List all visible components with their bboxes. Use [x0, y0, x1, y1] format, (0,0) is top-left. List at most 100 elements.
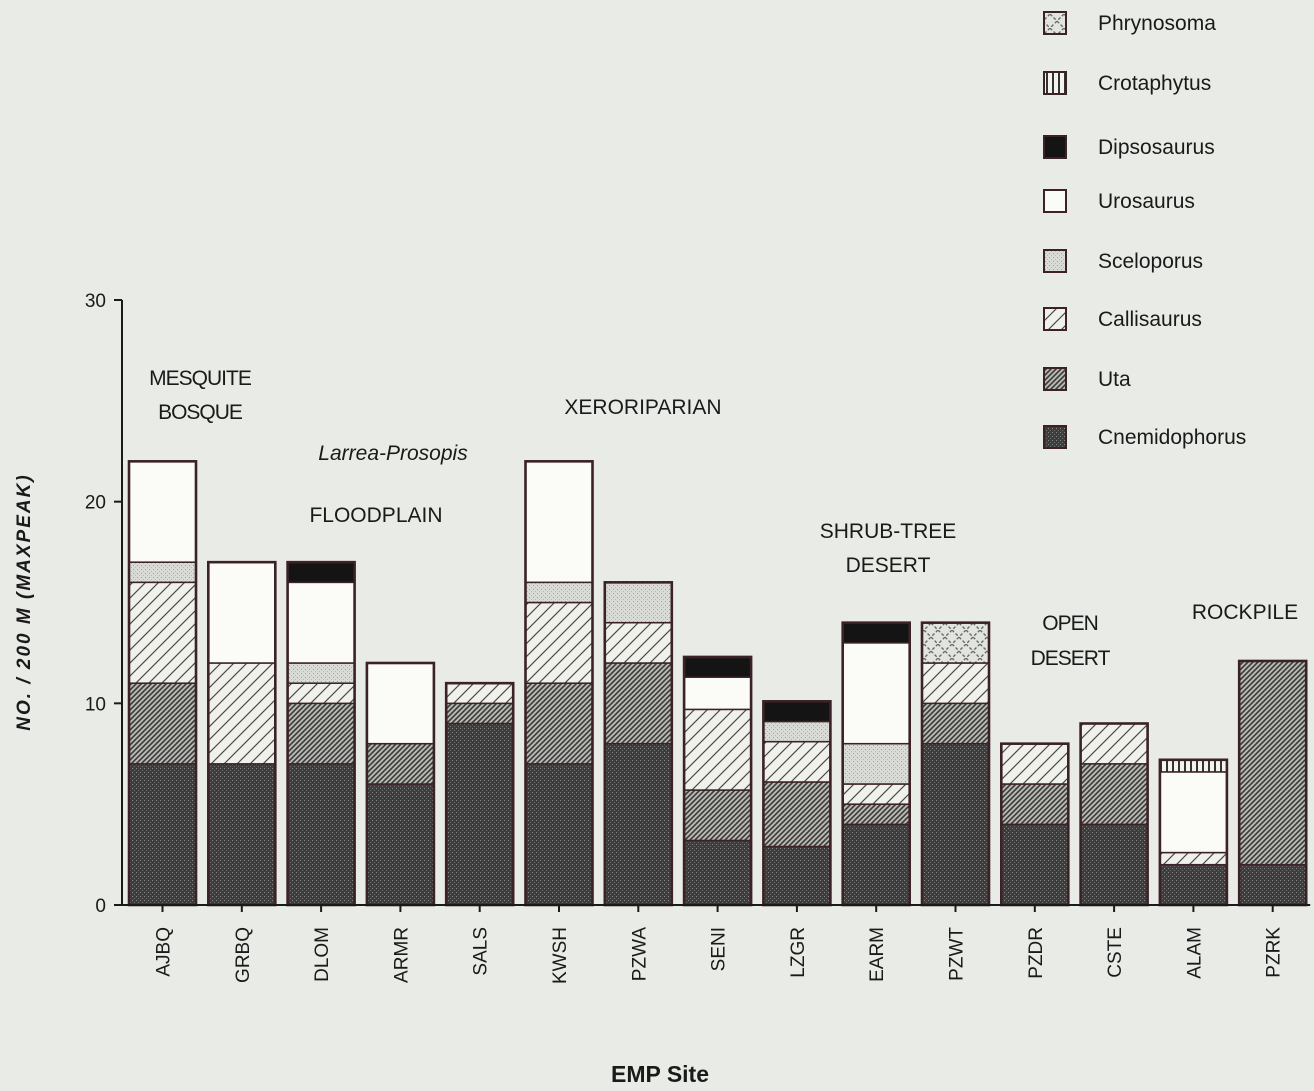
annotation-xeroriparian: XERORIPARIAN [564, 396, 721, 419]
segment-ajbq-callisaurus [128, 581, 197, 684]
legend-label-uta: Uta [1098, 368, 1131, 391]
segment-ajbq-sceloporus [128, 561, 197, 584]
x-axis-label: EMP Site [611, 1061, 709, 1087]
segment-dlom-callisaurus [286, 682, 356, 705]
legend-label-sceloporus: Sceloporus [1098, 250, 1203, 273]
annotation-line-shrub-tree: SHRUB-TREE [820, 520, 957, 543]
category-label-pzwt: PZWT [947, 927, 968, 981]
segment-pzdr-uta [1000, 783, 1070, 826]
segment-seni-urosaurus [683, 676, 752, 711]
legend-swatch-urosaurus [1043, 189, 1067, 213]
segment-ajbq-urosaurus [128, 460, 197, 563]
segment-lzgr-sceloporus [762, 720, 832, 743]
bar-pzwt [920, 621, 991, 907]
bar-pzdr [999, 742, 1070, 907]
segment-lzgr-callisaurus [762, 740, 832, 783]
segment-dlom-dipsosaurus [286, 561, 356, 584]
segment-pzwa-sceloporus [604, 581, 673, 624]
bars: AJBQ GRBQ DLOM ARMR SALS KWSH PZWA SENI LZGR EARM… [127, 460, 1308, 984]
legend-swatch-sceloporus [1043, 249, 1067, 273]
category-label-armr: ARMR [391, 927, 412, 983]
y-axis-label: NO. / 200 M (MAXPEAK) [14, 473, 35, 730]
segment-kwsh-cnemidophorus [524, 763, 594, 906]
annotation-line-floodplain: FLOODPLAIN [309, 504, 442, 527]
legend: Phrynosoma Crotaphytus Dipsosaurus Urosauru… [1043, 11, 1246, 449]
legend-label-dipsosaurus: Dipsosaurus [1098, 136, 1215, 159]
legend-item-uta: Uta [1043, 367, 1131, 391]
category-label-pzdr: PZDR [1026, 927, 1047, 979]
segment-alam-cnemidophorus [1159, 863, 1228, 906]
bar-lzgr [762, 700, 832, 907]
segment-pzrk-uta [1238, 660, 1307, 866]
y-tick-label-0: 0 [95, 896, 106, 917]
category-label-sals: SALS [471, 927, 492, 976]
segment-earm-urosaurus [841, 642, 911, 745]
segment-lzgr-uta [762, 781, 832, 848]
annotation-rockpile: ROCKPILE [1192, 601, 1298, 624]
habitat-annotations: MESQUITE BOSQUE Larrea-Prosopis FLOODPLAIN X… [149, 367, 1298, 670]
segment-ajbq-uta [128, 682, 197, 765]
segment-grbq-urosaurus [207, 561, 277, 664]
segment-armr-cnemidophorus [366, 783, 435, 906]
legend-swatch-phrynosoma [1043, 11, 1067, 35]
segment-dlom-urosaurus [286, 581, 356, 664]
segment-seni-callisaurus [683, 708, 752, 791]
segment-seni-cnemidophorus [683, 839, 752, 906]
segment-dlom-uta [286, 702, 356, 765]
segment-sals-cnemidophorus [445, 722, 514, 906]
bar-alam [1158, 758, 1229, 907]
legend-label-crotaphytus: Crotaphytus [1098, 72, 1211, 95]
legend-label-urosaurus: Urosaurus [1098, 190, 1195, 213]
segment-grbq-callisaurus [207, 662, 277, 765]
annotation-floodplain: FLOODPLAIN [309, 504, 442, 527]
category-label-kwsh: KWSH [550, 927, 571, 984]
segment-kwsh-uta [524, 682, 594, 765]
segment-earm-callisaurus [841, 783, 911, 805]
bar-kwsh [524, 460, 594, 907]
segment-pzwt-callisaurus [921, 662, 990, 705]
segment-pzwa-cnemidophorus [604, 742, 673, 906]
segment-kwsh-sceloporus [524, 581, 594, 604]
segment-pzwt-phrynosoma [921, 621, 990, 664]
category-label-seni: SENI [709, 927, 730, 971]
segment-armr-uta [366, 742, 435, 785]
segment-kwsh-urosaurus [524, 460, 594, 584]
segment-pzdr-cnemidophorus [1000, 823, 1070, 906]
segment-cste-cnemidophorus [1079, 823, 1149, 906]
segment-pzrk-cnemidophorus [1238, 863, 1307, 906]
annotation-shrub-tree-desert: SHRUB-TREE DESERT [820, 520, 957, 577]
segment-seni-dipsosaurus [683, 656, 752, 678]
bar-seni [682, 655, 753, 907]
category-label-alam: ALAM [1184, 927, 1205, 979]
annotation-open-desert: OPEN DESERT [1031, 612, 1112, 670]
legend-item-cnemidophorus: Cnemidophorus [1043, 425, 1246, 449]
bar-pzwa [603, 581, 674, 907]
legend-item-crotaphytus: Crotaphytus [1043, 71, 1211, 95]
annotation-line-open: OPEN [1042, 612, 1098, 635]
bar-grbq [207, 560, 277, 907]
legend-label-cnemidophorus: Cnemidophorus [1098, 426, 1246, 449]
bar-dlom [286, 560, 356, 907]
segment-alam-callisaurus [1159, 851, 1228, 866]
y-tick-label-20: 20 [85, 493, 106, 514]
annotation-mesquite-bosque: MESQUITE BOSQUE [149, 367, 253, 424]
annotation-line-desert: DESERT [1031, 647, 1111, 670]
segment-earm-dipsosaurus [841, 621, 911, 644]
annotation-line-xeroriparian: XERORIPARIAN [564, 396, 721, 419]
bar-armr [365, 661, 436, 907]
segment-cste-callisaurus [1079, 722, 1149, 765]
axes: NO. / 200 M (MAXPEAK) EMP Site 0 10 20 30 [14, 291, 1311, 1087]
segment-seni-uta [683, 789, 752, 842]
segment-pzwa-callisaurus [604, 621, 673, 664]
segment-ajbq-cnemidophorus [128, 763, 197, 906]
segment-sals-uta [445, 702, 514, 725]
y-tick-label-30: 30 [85, 291, 106, 312]
category-label-pzwa: PZWA [629, 927, 650, 982]
legend-swatch-crotaphytus [1043, 71, 1067, 95]
category-label-pzrk: PZRK [1264, 927, 1285, 978]
segment-pzwa-uta [604, 662, 673, 745]
category-label-grbq: GRBQ [233, 927, 254, 983]
legend-item-urosaurus: Urosaurus [1043, 189, 1195, 213]
